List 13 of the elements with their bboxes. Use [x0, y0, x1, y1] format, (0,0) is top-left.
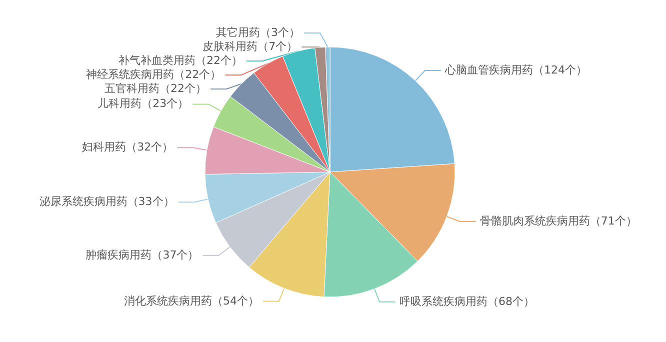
slice-label: 骨骼肌肉系统疾病用药（71个） — [480, 214, 637, 228]
slice-label: 其它用药（3个） — [216, 26, 300, 40]
slice-label: 消化系统疾病用药（54个） — [124, 294, 259, 308]
slice-label: 肿瘤疾病用药（37个） — [86, 248, 199, 262]
slice-label: 泌尿系统疾病用药（33个） — [39, 195, 174, 208]
slice-label: 神经系统疾病用药（22个） — [86, 68, 222, 82]
slice-label: 儿科用药（23个） — [98, 97, 189, 110]
slice-label: 皮肤科用药（7个） — [202, 40, 298, 54]
slice-label: 呼吸系统疾病用药（68个） — [399, 294, 534, 308]
slice-label: 五官科用药（22个） — [104, 82, 207, 96]
slice-label: 补气补血类用药（22个） — [118, 54, 242, 68]
slice-label: 心脑血管疾病用药（124个） — [444, 63, 587, 76]
slice-label: 妇科用药（32个） — [82, 140, 174, 154]
